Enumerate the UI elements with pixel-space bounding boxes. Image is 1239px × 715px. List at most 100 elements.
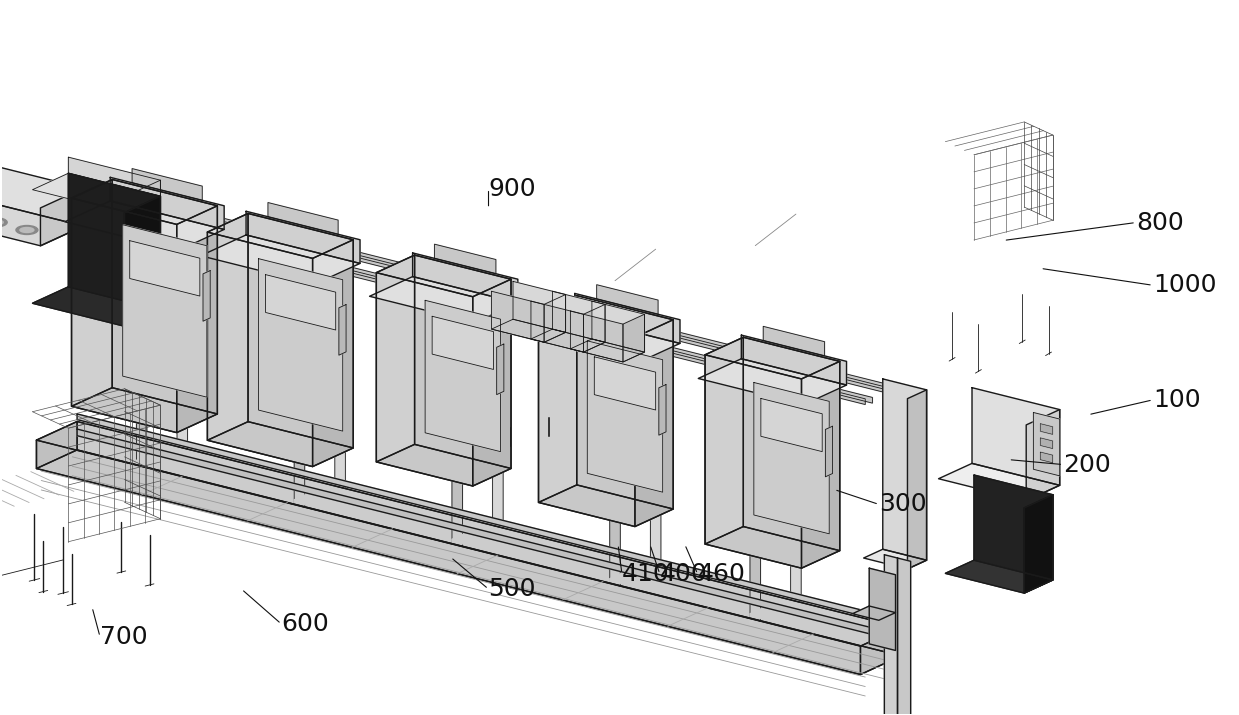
Polygon shape (753, 383, 829, 534)
Polygon shape (0, 159, 83, 226)
Text: 500: 500 (488, 577, 536, 601)
Polygon shape (32, 287, 160, 326)
Polygon shape (584, 305, 605, 352)
Polygon shape (72, 180, 896, 392)
Polygon shape (1025, 495, 1053, 593)
Polygon shape (41, 193, 865, 405)
Text: 600: 600 (281, 612, 330, 636)
Polygon shape (852, 606, 896, 621)
Polygon shape (539, 485, 673, 526)
Polygon shape (452, 293, 462, 547)
Polygon shape (32, 173, 160, 213)
Polygon shape (335, 235, 346, 488)
Polygon shape (539, 295, 673, 337)
Polygon shape (207, 214, 353, 258)
Polygon shape (907, 390, 927, 569)
Polygon shape (207, 232, 312, 467)
Ellipse shape (20, 227, 33, 232)
Polygon shape (705, 355, 802, 568)
Text: 1000: 1000 (1154, 273, 1217, 297)
Polygon shape (597, 285, 658, 315)
Polygon shape (553, 291, 605, 342)
Polygon shape (570, 339, 644, 362)
Polygon shape (201, 235, 361, 285)
Text: 400: 400 (660, 562, 707, 586)
Polygon shape (207, 422, 353, 467)
Polygon shape (72, 179, 113, 406)
Polygon shape (532, 329, 605, 352)
Polygon shape (699, 359, 846, 405)
Polygon shape (48, 192, 872, 403)
Polygon shape (750, 368, 761, 621)
Polygon shape (312, 240, 353, 467)
Polygon shape (413, 253, 518, 303)
Ellipse shape (0, 218, 7, 227)
Polygon shape (1041, 424, 1053, 434)
Polygon shape (743, 337, 840, 551)
Polygon shape (432, 316, 493, 370)
Polygon shape (125, 180, 160, 213)
Polygon shape (577, 295, 673, 509)
Polygon shape (1041, 438, 1053, 448)
Text: 410: 410 (622, 562, 670, 586)
Polygon shape (532, 301, 584, 352)
Polygon shape (339, 305, 346, 355)
Polygon shape (113, 179, 217, 414)
Polygon shape (294, 481, 335, 509)
Polygon shape (377, 255, 415, 462)
Polygon shape (870, 568, 896, 651)
Text: 300: 300 (878, 493, 927, 516)
Polygon shape (136, 214, 147, 468)
Polygon shape (247, 211, 361, 263)
Polygon shape (592, 301, 644, 352)
Polygon shape (650, 314, 660, 568)
Polygon shape (473, 279, 510, 486)
Polygon shape (294, 254, 305, 507)
Polygon shape (207, 214, 248, 440)
Polygon shape (68, 157, 160, 197)
Polygon shape (705, 337, 743, 544)
Polygon shape (595, 357, 655, 410)
Polygon shape (790, 349, 802, 603)
Polygon shape (36, 422, 77, 468)
Polygon shape (492, 320, 566, 342)
Polygon shape (539, 295, 577, 503)
Polygon shape (610, 332, 621, 586)
Polygon shape (248, 214, 353, 448)
Polygon shape (939, 463, 1059, 500)
Polygon shape (741, 335, 846, 385)
Polygon shape (72, 179, 217, 225)
Polygon shape (705, 526, 840, 568)
Polygon shape (1033, 413, 1059, 476)
Polygon shape (587, 341, 663, 492)
Polygon shape (41, 188, 83, 246)
Polygon shape (36, 422, 901, 646)
Polygon shape (973, 388, 1059, 485)
Polygon shape (130, 241, 199, 296)
Polygon shape (539, 313, 634, 526)
Polygon shape (66, 182, 890, 393)
Polygon shape (77, 422, 901, 656)
Polygon shape (864, 549, 927, 569)
Polygon shape (945, 561, 1053, 593)
Polygon shape (497, 344, 504, 395)
Text: 700: 700 (100, 625, 147, 649)
Polygon shape (203, 270, 211, 321)
Text: 900: 900 (488, 177, 536, 201)
Polygon shape (885, 555, 897, 715)
Polygon shape (72, 198, 177, 433)
Polygon shape (64, 201, 224, 250)
Polygon shape (882, 379, 927, 561)
Polygon shape (377, 272, 473, 486)
Polygon shape (513, 282, 566, 332)
Polygon shape (36, 450, 901, 674)
Polygon shape (750, 595, 790, 623)
Polygon shape (659, 385, 667, 435)
Polygon shape (265, 275, 336, 330)
Polygon shape (705, 337, 840, 379)
Text: 460: 460 (698, 562, 746, 586)
Polygon shape (268, 202, 338, 235)
Polygon shape (36, 440, 860, 674)
Polygon shape (532, 317, 680, 363)
Ellipse shape (0, 220, 4, 225)
